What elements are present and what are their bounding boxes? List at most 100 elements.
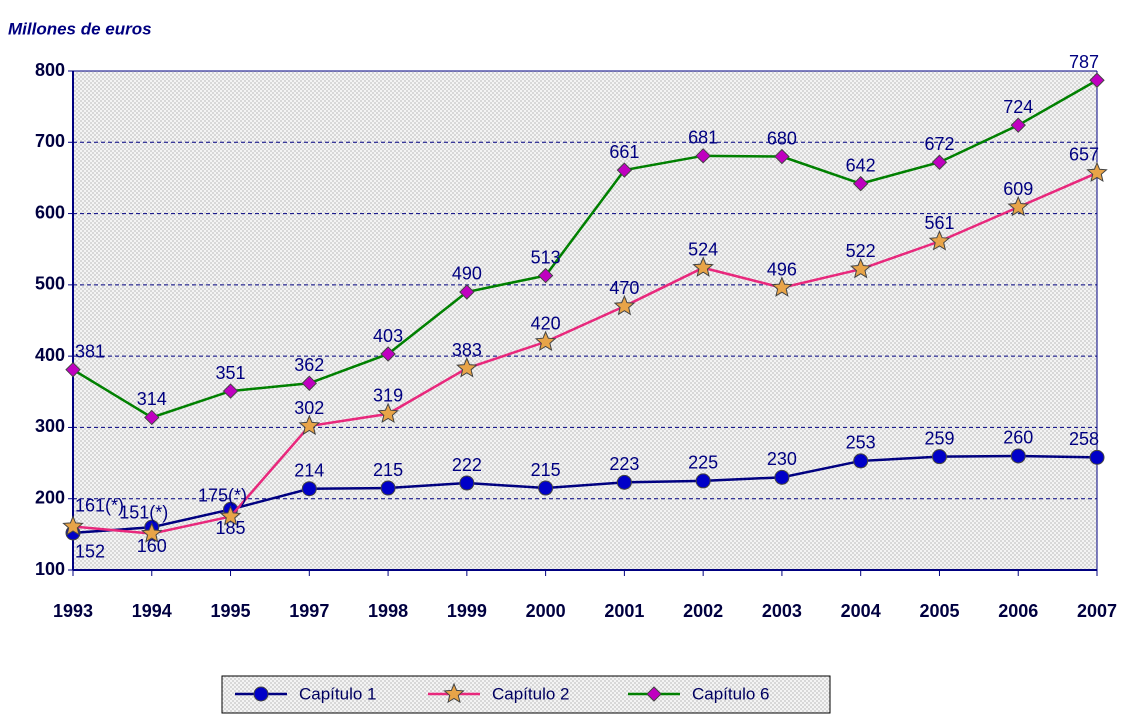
- data-label: 420: [531, 314, 561, 334]
- marker: [443, 682, 465, 704]
- data-label: 351: [216, 363, 246, 383]
- data-label: 253: [846, 433, 876, 453]
- x-tick-label: 2007: [1077, 601, 1117, 621]
- x-tick-label: 2003: [762, 601, 802, 621]
- y-tick-label: 600: [35, 202, 65, 222]
- marker: [692, 256, 714, 277]
- marker: [377, 402, 399, 424]
- data-label: 680: [767, 128, 797, 148]
- x-tick-label: 2001: [604, 601, 644, 621]
- x-tick-label: 1998: [368, 601, 408, 621]
- data-label: 230: [767, 449, 797, 469]
- data-label: 362: [294, 355, 324, 375]
- x-tick-label: 1995: [211, 601, 251, 621]
- marker: [1089, 449, 1105, 465]
- y-tick-label: 100: [35, 559, 65, 579]
- marker: [852, 175, 869, 192]
- marker: [534, 330, 557, 352]
- x-tick-label: 2006: [998, 601, 1038, 621]
- legend-box: [221, 675, 831, 714]
- marker: [774, 148, 790, 165]
- marker: [1010, 117, 1026, 133]
- series-line: [72, 454, 1098, 535]
- marker: [1089, 72, 1105, 88]
- data-label: 259: [924, 428, 954, 448]
- data-label: 403: [373, 326, 403, 346]
- series-line: [72, 171, 1098, 535]
- data-label: 314: [137, 389, 167, 409]
- marker: [1010, 448, 1026, 464]
- data-label: 522: [846, 241, 876, 261]
- data-label: 225: [688, 453, 718, 473]
- data-label: 258: [1069, 429, 1099, 449]
- y-tick-label: 300: [35, 416, 65, 436]
- marker: [301, 481, 317, 497]
- data-label: 609: [1003, 179, 1033, 199]
- marker: [144, 409, 160, 426]
- data-label: 215: [373, 460, 403, 480]
- x-tick-label: 2000: [526, 601, 566, 621]
- data-label: 381: [75, 341, 105, 361]
- data-label: 496: [767, 259, 797, 279]
- marker: [771, 276, 793, 297]
- data-label: 642: [846, 155, 876, 175]
- data-label: 260: [1003, 428, 1033, 448]
- marker: [613, 294, 636, 316]
- marker: [298, 414, 321, 436]
- x-tick-label: 1993: [53, 601, 93, 621]
- data-label: 185: [216, 518, 246, 538]
- data-label: 513: [531, 247, 561, 267]
- data-label: 470: [609, 278, 639, 298]
- data-label: 214: [294, 460, 324, 480]
- data-label: 524: [688, 239, 718, 259]
- x-tick-label: 2002: [683, 601, 723, 621]
- marker: [695, 473, 711, 489]
- marker: [62, 515, 84, 536]
- data-label: 724: [1003, 97, 1033, 117]
- marker: [459, 284, 475, 300]
- marker: [616, 162, 633, 178]
- data-label: 383: [452, 340, 482, 360]
- data-label: 490: [452, 264, 482, 284]
- marker: [538, 480, 554, 496]
- data-label: 215: [531, 460, 561, 480]
- legend-label: Capítulo 6: [692, 684, 770, 703]
- marker: [253, 686, 269, 702]
- x-tick-label: 1994: [132, 601, 172, 621]
- data-label: 152: [75, 542, 105, 562]
- y-tick-label: 700: [35, 131, 65, 151]
- marker: [456, 357, 478, 378]
- data-label: 222: [452, 455, 482, 475]
- data-label: 681: [688, 128, 718, 148]
- data-label: 672: [924, 134, 954, 154]
- marker: [774, 469, 790, 485]
- marker: [65, 361, 81, 378]
- plot-background: [73, 71, 1097, 570]
- marker: [1007, 195, 1029, 217]
- data-label: 160: [137, 536, 167, 556]
- marker: [646, 686, 662, 702]
- data-label: 657: [1069, 145, 1099, 165]
- data-label: 161(*): [75, 495, 124, 515]
- y-tick-label: 200: [35, 487, 65, 507]
- data-label: 151(*): [119, 502, 168, 522]
- x-tick-label: 2004: [841, 601, 881, 621]
- data-label: 787: [1069, 52, 1099, 72]
- y-tick-label: 400: [35, 345, 65, 365]
- y-tick-label: 500: [35, 274, 65, 294]
- x-tick-label: 1999: [447, 601, 487, 621]
- data-label: 175(*): [198, 485, 247, 505]
- data-label: 661: [609, 142, 639, 162]
- legend-label: Capítulo 2: [492, 684, 570, 703]
- data-label: 302: [294, 398, 324, 418]
- marker: [301, 375, 318, 391]
- marker: [222, 383, 239, 399]
- y-axis-label: Millones de euros: [8, 19, 152, 38]
- data-label: 561: [924, 213, 954, 233]
- series-line: [72, 79, 1098, 419]
- marker: [931, 154, 948, 170]
- x-tick-label: 2005: [919, 601, 959, 621]
- data-label: 319: [373, 386, 403, 406]
- marker: [537, 267, 554, 284]
